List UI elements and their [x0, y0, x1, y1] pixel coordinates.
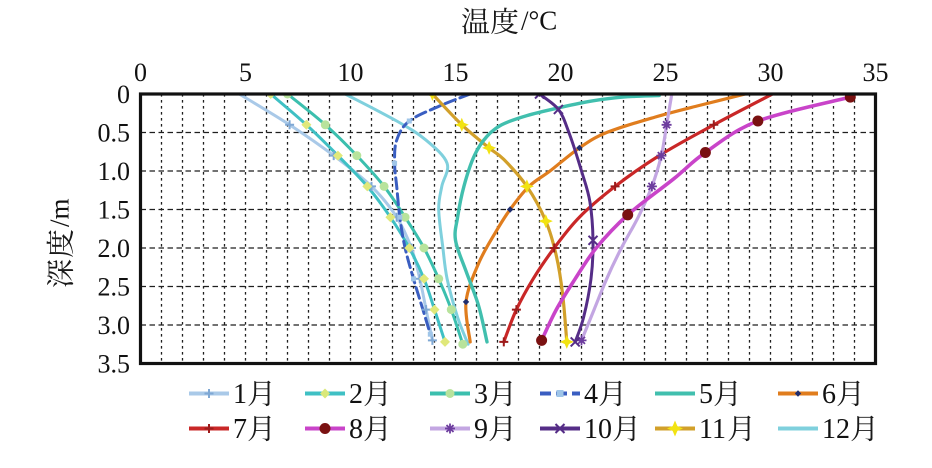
svg-text:20: 20	[548, 58, 574, 87]
svg-text:/°C: /°C	[521, 6, 557, 36]
svg-text:4: 4	[584, 379, 598, 410]
svg-text:5: 5	[699, 379, 713, 410]
svg-text:15: 15	[443, 58, 469, 87]
svg-text:2.0: 2.0	[98, 234, 131, 263]
svg-text:2: 2	[349, 379, 363, 410]
svg-text:2.5: 2.5	[98, 273, 131, 302]
svg-text:0.5: 0.5	[98, 119, 131, 148]
svg-text:35: 35	[863, 58, 889, 87]
svg-text:1.0: 1.0	[98, 157, 131, 186]
svg-text:8: 8	[349, 414, 363, 445]
svg-text:0: 0	[117, 80, 130, 109]
svg-text:1: 1	[233, 379, 247, 410]
svg-text:6: 6	[822, 379, 836, 410]
svg-text:9: 9	[474, 414, 488, 445]
svg-text:0: 0	[134, 58, 147, 87]
svg-text:5: 5	[239, 58, 252, 87]
svg-text:/m: /m	[45, 198, 75, 227]
svg-text:1.5: 1.5	[98, 196, 131, 225]
svg-text:7: 7	[233, 414, 247, 445]
svg-text:10: 10	[584, 414, 612, 445]
svg-text:12: 12	[822, 414, 850, 445]
svg-text:11: 11	[699, 414, 726, 445]
svg-text:3.0: 3.0	[98, 311, 131, 340]
svg-text:30: 30	[758, 58, 784, 87]
svg-text:10: 10	[338, 58, 364, 87]
svg-text:3.5: 3.5	[98, 350, 131, 379]
svg-text:3: 3	[474, 379, 488, 410]
svg-text:25: 25	[653, 58, 679, 87]
